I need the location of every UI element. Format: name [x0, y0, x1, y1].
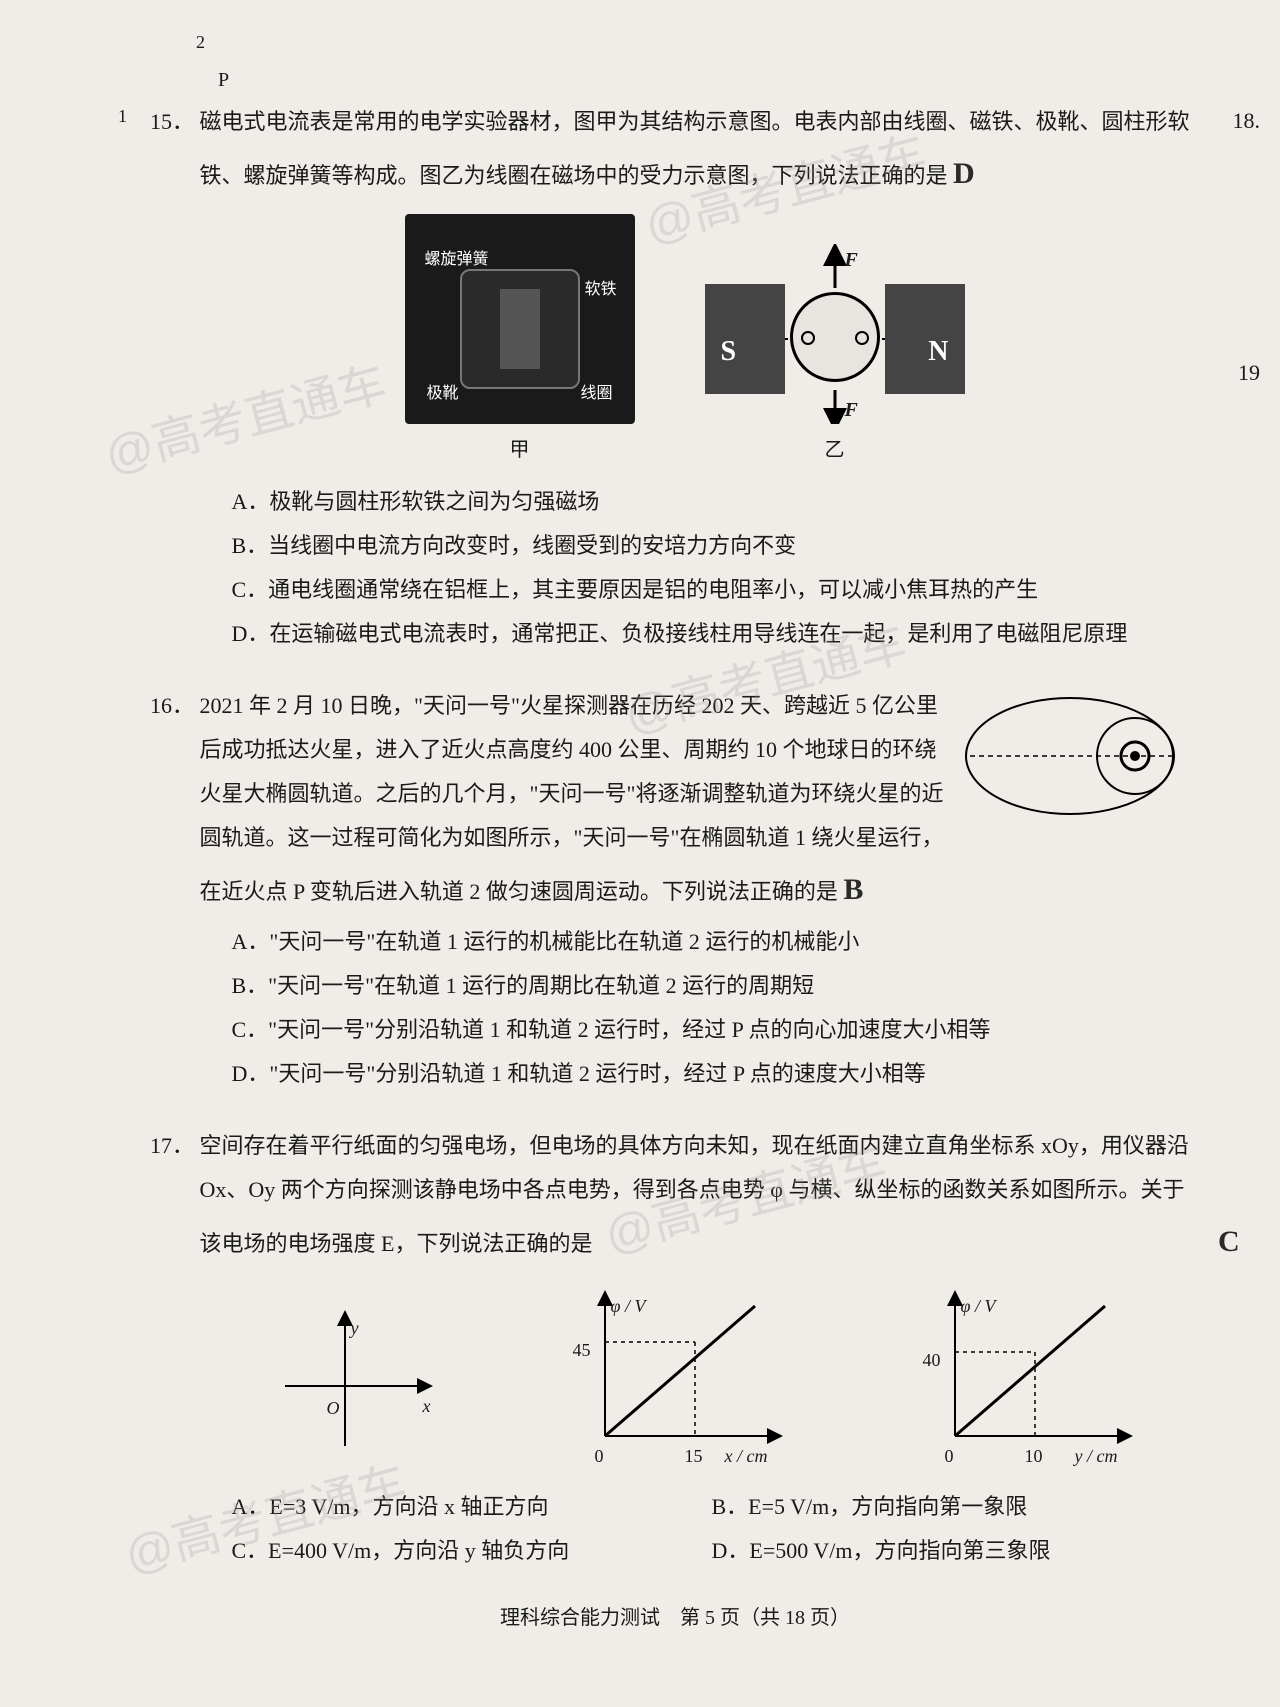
caption-jia: 甲: [405, 430, 635, 470]
question-16: 16． 1 2 P 2021 年 2 月 10 日晚，"天问一号"火星探测器在历…: [150, 684, 1200, 1096]
orbit-label-1: 1: [118, 98, 127, 134]
q17-option-b: B．E=5 V/m，方向指向第一象限: [680, 1485, 1160, 1529]
graph2-xval: 15: [685, 1438, 703, 1474]
graph3-origin: 0: [945, 1438, 954, 1474]
label-shoe: 极靴: [427, 378, 459, 410]
graph3-xlabel: y / cm: [1075, 1438, 1118, 1474]
q17-option-d: D．E=500 V/m，方向指向第三象限: [680, 1529, 1160, 1573]
q16-option-c: C．"天问一号"分别沿轨道 1 和轨道 2 运行时，经过 P 点的向心加速度大小…: [200, 1008, 1200, 1052]
graph1-origin: O: [327, 1390, 340, 1426]
graph2-ylabel: φ / V: [611, 1288, 646, 1324]
q16-text: 2021 年 2 月 10 日晚，"天问一号"火星探测器在历经 202 天、跨越…: [200, 693, 944, 904]
label-north-pole: N: [928, 324, 948, 380]
q16-orbit-diagram: 1 2 P: [960, 684, 1200, 824]
q15-number: 15．: [150, 100, 194, 144]
q17-graph-axes: y x O: [265, 1306, 435, 1471]
q16-option-b: B．"天问一号"在轨道 1 运行的周期比在轨道 2 运行的周期短: [200, 964, 1200, 1008]
q17-handwritten-answer: C: [1218, 1225, 1240, 1258]
q17-number: 17．: [150, 1124, 194, 1168]
q16-option-d: D．"天问一号"分别沿轨道 1 和轨道 2 运行时，经过 P 点的速度大小相等: [200, 1052, 1200, 1096]
q16-option-a: A．"天问一号"在轨道 1 运行的机械能比在轨道 2 运行的机械能小: [200, 920, 1200, 964]
label-iron: 软铁: [584, 274, 616, 306]
q16-number: 16．: [150, 684, 194, 728]
orbit-label-2: 2: [196, 24, 205, 60]
q17-option-a: A．E=3 V/m，方向沿 x 轴正方向: [200, 1485, 680, 1529]
page-footer: 理科综合能力测试 第 5 页（共 18 页）: [150, 1601, 1200, 1630]
q15-option-b: B．当线圈中电流方向改变时，线圈受到的安培力方向不变: [200, 524, 1200, 568]
q15-figure-jia: 螺旋弹簧 软铁 极靴 线圈 甲: [405, 214, 635, 470]
orbit-label-P: P: [218, 60, 229, 100]
caption-yi: 乙: [675, 430, 995, 470]
q17-graph-phi-x: φ / V x / cm 45 15 0: [565, 1286, 785, 1471]
label-F-top: F: [845, 240, 858, 280]
label-F-bottom: F: [845, 390, 858, 430]
graph3-yval: 40: [923, 1342, 941, 1378]
q15-option-c: C．通电线圈通常绕在铝框上，其主要原因是铝的电阻率小，可以减小焦耳热的产生: [200, 568, 1200, 612]
q17-text: 空间存在着平行纸面的匀强电场，但电场的具体方向未知，现在纸面内建立直角坐标系 x…: [200, 1133, 1189, 1256]
graph2-xlabel: x / cm: [725, 1438, 768, 1474]
q15-option-a: A．极靴与圆柱形软铁之间为匀强磁场: [200, 480, 1200, 524]
q16-handwritten-answer: B: [843, 873, 863, 906]
q15-handwritten-answer: D: [953, 157, 975, 190]
graph2-yval: 45: [573, 1332, 591, 1368]
q15-option-d: D．在运输磁电式电流表时，通常把正、负极接线柱用导线连在一起，是利用了电磁阻尼原…: [200, 612, 1200, 656]
margin-ref-19: 19: [1238, 360, 1260, 386]
label-south-pole: S: [721, 324, 737, 380]
graph2-origin: 0: [595, 1438, 604, 1474]
label-coil: 线圈: [580, 378, 612, 410]
graph3-ylabel: φ / V: [961, 1288, 996, 1324]
graph1-xlabel: x: [423, 1388, 431, 1424]
question-15: 15． 磁电式电流表是常用的电学实验器材，图甲为其结构示意图。电表内部由线圈、磁…: [150, 100, 1200, 656]
q17-graph-phi-y: φ / V y / cm 40 10 0: [915, 1286, 1135, 1471]
question-17: 17． 空间存在着平行纸面的匀强电场，但电场的具体方向未知，现在纸面内建立直角坐…: [150, 1124, 1200, 1573]
q15-figure-yi: S N F F 乙: [675, 244, 995, 470]
q17-option-c: C．E=400 V/m，方向沿 y 轴负方向: [200, 1529, 680, 1573]
margin-ref-18: 18.: [1233, 108, 1261, 134]
graph3-xval: 10: [1025, 1438, 1043, 1474]
q15-text: 磁电式电流表是常用的电学实验器材，图甲为其结构示意图。电表内部由线圈、磁铁、极靴…: [200, 109, 1190, 188]
graph1-ylabel: y: [351, 1310, 359, 1346]
